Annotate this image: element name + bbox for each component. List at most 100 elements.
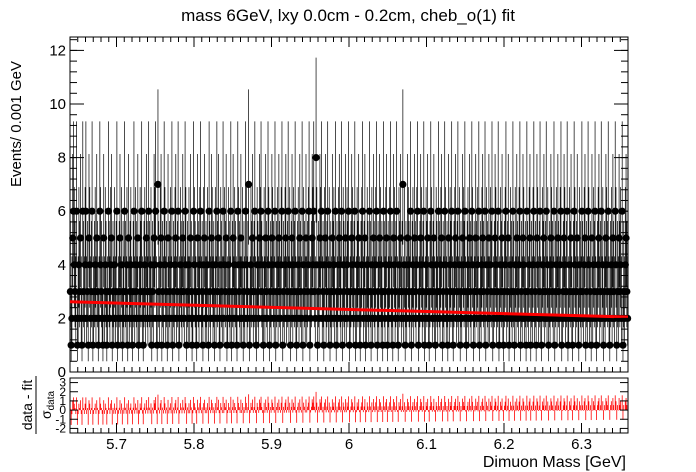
data-point	[451, 234, 460, 242]
data-point	[338, 341, 347, 349]
data-point	[234, 207, 242, 215]
data-point	[227, 341, 236, 349]
data-point	[382, 234, 391, 242]
data-point	[121, 207, 129, 215]
data-point	[544, 341, 553, 349]
data-point	[567, 234, 575, 242]
data-point	[259, 341, 267, 349]
data-point	[597, 207, 605, 215]
pull-x-axis-ticks: 5.7 5.8 5.9 6 6.1 6.2 6.3	[77, 423, 629, 453]
data-point	[407, 207, 415, 215]
data-point	[104, 207, 112, 215]
data-point	[570, 207, 578, 215]
pull-y-tick-label: 0	[59, 403, 66, 417]
data-point	[291, 207, 299, 215]
data-point	[491, 234, 499, 242]
data-point	[179, 234, 187, 242]
y-tick-label: 0	[58, 364, 66, 381]
data-point	[316, 234, 324, 242]
data-point	[130, 207, 138, 215]
data-point	[227, 207, 235, 215]
data-point	[275, 234, 283, 242]
data-point	[458, 234, 467, 242]
data-point	[185, 261, 193, 269]
data-point	[348, 234, 356, 242]
data-point	[181, 207, 189, 215]
data-point	[475, 341, 484, 349]
data-point	[247, 261, 255, 269]
data-point	[174, 207, 182, 215]
data-point	[510, 341, 519, 349]
data-point	[224, 261, 233, 269]
data-point	[101, 261, 109, 269]
data-point	[279, 341, 287, 349]
data-point	[176, 261, 185, 269]
main-data-points	[66, 154, 632, 349]
data-point	[314, 341, 322, 349]
data-point	[148, 341, 156, 349]
data-point	[157, 234, 165, 242]
data-point	[331, 207, 340, 215]
data-point	[494, 207, 502, 215]
data-point	[591, 207, 599, 215]
data-point	[264, 207, 272, 215]
data-point	[403, 234, 412, 242]
data-point	[557, 207, 565, 215]
data-point	[609, 234, 617, 242]
data-point	[245, 341, 254, 349]
data-point	[619, 341, 627, 349]
data-point	[252, 341, 260, 349]
data-point	[207, 234, 216, 242]
data-point	[517, 341, 525, 349]
data-point	[533, 234, 541, 242]
data-point	[438, 234, 446, 242]
data-point	[414, 341, 422, 349]
data-point	[262, 234, 270, 242]
x-tick-label: 5.8	[184, 436, 205, 453]
data-point	[288, 234, 296, 242]
data-point	[100, 234, 108, 242]
data-point	[169, 341, 177, 349]
data-point	[469, 341, 477, 349]
data-point	[214, 234, 223, 242]
data-point	[358, 261, 366, 269]
data-point	[547, 234, 555, 242]
data-point	[422, 261, 430, 269]
data-point	[76, 234, 85, 242]
data-point	[343, 261, 351, 269]
data-point	[449, 341, 457, 349]
data-point	[239, 341, 247, 349]
pull-y-label-numerator: data - fit	[19, 380, 35, 431]
data-point	[134, 234, 142, 242]
data-point	[355, 234, 363, 242]
data-point	[448, 207, 456, 215]
data-point	[425, 341, 433, 349]
main-y-axis-ticks: 0 2 4 6 8 10 12	[49, 39, 628, 381]
data-point	[420, 207, 428, 215]
data-point	[118, 341, 126, 349]
data-point	[537, 341, 546, 349]
data-point	[441, 207, 449, 215]
data-point	[158, 341, 166, 349]
data-point	[623, 288, 631, 296]
data-point	[502, 207, 510, 215]
data-point	[204, 341, 212, 349]
data-point	[468, 207, 476, 215]
data-point	[578, 207, 586, 215]
data-point	[265, 341, 274, 349]
data-point	[376, 234, 384, 242]
data-point	[237, 234, 245, 242]
data-point	[536, 207, 544, 215]
data-point	[581, 234, 589, 242]
data-point	[417, 234, 425, 242]
data-point	[489, 341, 497, 349]
x-tick-label: 5.7	[106, 436, 127, 453]
data-point	[394, 341, 402, 349]
data-point	[465, 234, 474, 242]
data-point	[393, 207, 401, 215]
data-point	[407, 341, 415, 349]
data-point	[110, 261, 119, 269]
data-point	[505, 341, 513, 349]
x-tick-label: 6.3	[571, 436, 592, 453]
